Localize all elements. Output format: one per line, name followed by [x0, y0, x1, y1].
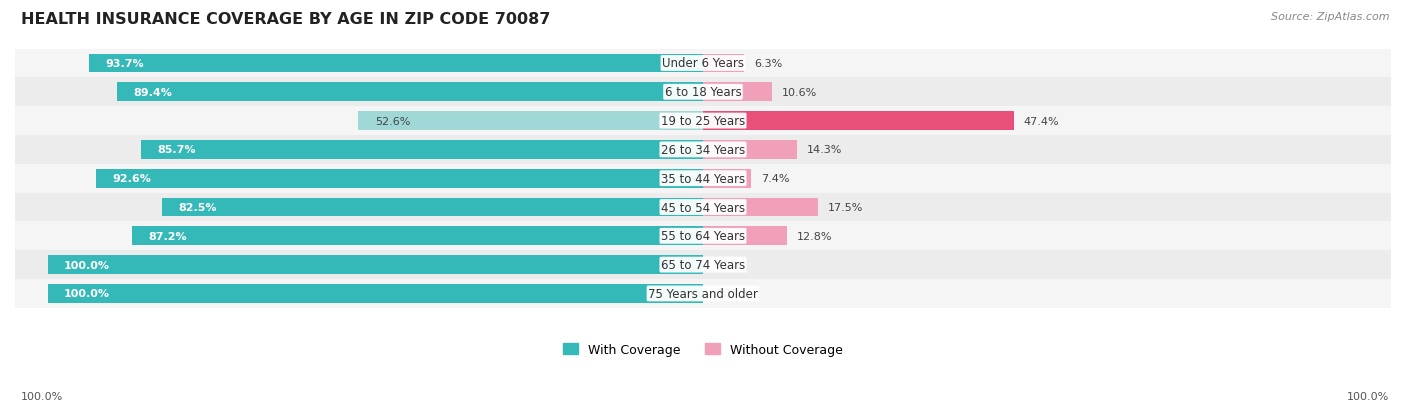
Bar — [15, 50, 1391, 78]
Bar — [703, 83, 772, 102]
Text: 85.7%: 85.7% — [157, 145, 197, 155]
Text: 55 to 64 Years: 55 to 64 Years — [661, 230, 745, 243]
Bar — [15, 78, 1391, 107]
Bar — [703, 141, 797, 159]
Bar — [703, 198, 818, 217]
Bar — [15, 193, 1391, 222]
Text: 6.3%: 6.3% — [754, 59, 782, 69]
Text: HEALTH INSURANCE COVERAGE BY AGE IN ZIP CODE 70087: HEALTH INSURANCE COVERAGE BY AGE IN ZIP … — [21, 12, 551, 27]
Text: 0.0%: 0.0% — [713, 289, 741, 299]
Text: 87.2%: 87.2% — [148, 231, 187, 241]
Bar — [15, 251, 1391, 279]
Text: 100.0%: 100.0% — [21, 391, 63, 401]
Text: 100.0%: 100.0% — [1347, 391, 1389, 401]
Bar — [15, 135, 1391, 164]
Text: 47.4%: 47.4% — [1024, 116, 1059, 126]
Text: 75 Years and older: 75 Years and older — [648, 287, 758, 300]
Bar — [163, 198, 703, 217]
Text: 45 to 54 Years: 45 to 54 Years — [661, 201, 745, 214]
Text: 14.3%: 14.3% — [807, 145, 842, 155]
Text: 17.5%: 17.5% — [828, 202, 863, 213]
Text: 89.4%: 89.4% — [134, 88, 173, 97]
Bar — [703, 227, 787, 246]
Text: 7.4%: 7.4% — [761, 174, 790, 184]
Text: 82.5%: 82.5% — [179, 202, 218, 213]
Text: 12.8%: 12.8% — [797, 231, 832, 241]
Bar — [15, 279, 1391, 308]
Text: 92.6%: 92.6% — [112, 174, 152, 184]
Text: 19 to 25 Years: 19 to 25 Years — [661, 115, 745, 128]
Text: 26 to 34 Years: 26 to 34 Years — [661, 144, 745, 157]
Bar — [142, 141, 703, 159]
Bar — [15, 222, 1391, 251]
Bar — [359, 112, 703, 131]
Bar — [703, 55, 744, 73]
Bar — [703, 169, 751, 188]
Bar — [15, 107, 1391, 135]
Text: 65 to 74 Years: 65 to 74 Years — [661, 259, 745, 271]
Text: 100.0%: 100.0% — [65, 260, 110, 270]
Bar — [48, 285, 703, 303]
Text: 35 to 44 Years: 35 to 44 Years — [661, 172, 745, 185]
Text: 52.6%: 52.6% — [375, 116, 411, 126]
Text: 93.7%: 93.7% — [105, 59, 143, 69]
Text: 6 to 18 Years: 6 to 18 Years — [665, 86, 741, 99]
Text: 10.6%: 10.6% — [782, 88, 817, 97]
Bar — [15, 164, 1391, 193]
Text: Under 6 Years: Under 6 Years — [662, 57, 744, 70]
Text: 100.0%: 100.0% — [65, 289, 110, 299]
Text: Source: ZipAtlas.com: Source: ZipAtlas.com — [1271, 12, 1389, 22]
Bar — [89, 55, 703, 73]
Bar — [132, 227, 703, 246]
Text: 0.0%: 0.0% — [713, 260, 741, 270]
Bar — [96, 169, 703, 188]
Bar — [48, 256, 703, 274]
Bar — [117, 83, 703, 102]
Legend: With Coverage, Without Coverage: With Coverage, Without Coverage — [558, 338, 848, 361]
Bar — [703, 112, 1014, 131]
